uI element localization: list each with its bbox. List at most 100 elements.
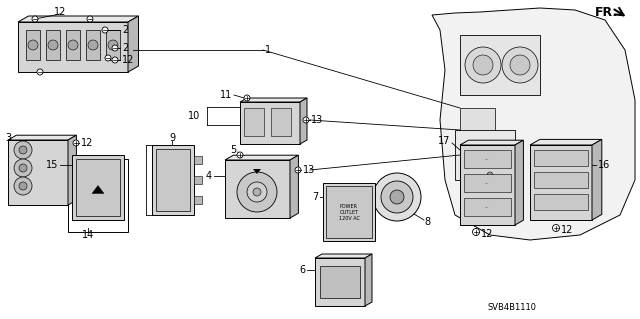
Bar bbox=[460, 108, 495, 130]
Text: ---: --- bbox=[485, 181, 490, 185]
Bar bbox=[320, 266, 360, 298]
Bar bbox=[534, 194, 588, 210]
Polygon shape bbox=[18, 16, 138, 22]
Circle shape bbox=[381, 181, 413, 213]
Polygon shape bbox=[240, 98, 307, 102]
Circle shape bbox=[105, 55, 111, 61]
Text: 6: 6 bbox=[299, 265, 305, 275]
Text: 11: 11 bbox=[220, 90, 232, 100]
Circle shape bbox=[373, 173, 421, 221]
Polygon shape bbox=[92, 186, 104, 194]
Text: 12: 12 bbox=[481, 229, 493, 239]
Circle shape bbox=[502, 47, 538, 83]
Text: 1: 1 bbox=[265, 45, 271, 55]
Bar bbox=[315, 258, 365, 306]
Bar bbox=[8, 140, 68, 205]
Polygon shape bbox=[530, 139, 602, 145]
Circle shape bbox=[88, 40, 98, 50]
Bar bbox=[460, 35, 540, 95]
Bar bbox=[68, 159, 128, 232]
Circle shape bbox=[73, 140, 79, 146]
Circle shape bbox=[295, 167, 301, 173]
Text: 17: 17 bbox=[438, 136, 450, 146]
Circle shape bbox=[19, 182, 27, 190]
Circle shape bbox=[37, 69, 43, 75]
Circle shape bbox=[14, 177, 32, 195]
Bar bbox=[323, 183, 375, 241]
Circle shape bbox=[28, 40, 38, 50]
Polygon shape bbox=[300, 98, 307, 144]
Polygon shape bbox=[290, 155, 298, 218]
Text: 16: 16 bbox=[598, 160, 611, 170]
Text: 13: 13 bbox=[303, 165, 316, 175]
Circle shape bbox=[390, 190, 404, 204]
Circle shape bbox=[253, 188, 261, 196]
Text: 15: 15 bbox=[45, 160, 58, 170]
Bar bbox=[194, 176, 202, 184]
Text: ---: --- bbox=[485, 157, 490, 161]
Bar bbox=[464, 174, 511, 192]
Text: FR.: FR. bbox=[595, 5, 618, 19]
Polygon shape bbox=[365, 254, 372, 306]
Circle shape bbox=[87, 16, 93, 22]
Polygon shape bbox=[315, 254, 372, 258]
Bar bbox=[18, 22, 128, 72]
Bar bbox=[534, 150, 588, 166]
Bar bbox=[225, 160, 290, 218]
Bar bbox=[455, 130, 515, 180]
Polygon shape bbox=[8, 135, 76, 140]
Text: 3: 3 bbox=[5, 133, 11, 143]
Text: 7: 7 bbox=[312, 192, 318, 202]
PathPatch shape bbox=[432, 8, 635, 240]
Bar bbox=[46, 30, 60, 60]
Bar bbox=[464, 150, 511, 168]
Polygon shape bbox=[592, 139, 602, 220]
Text: 12: 12 bbox=[54, 7, 66, 17]
Bar bbox=[156, 149, 190, 211]
Polygon shape bbox=[225, 155, 298, 160]
Polygon shape bbox=[128, 16, 138, 72]
Text: 120V AC: 120V AC bbox=[339, 216, 360, 220]
Bar bbox=[66, 30, 80, 60]
Text: 12: 12 bbox=[81, 138, 93, 148]
Bar bbox=[464, 198, 511, 216]
Polygon shape bbox=[68, 135, 76, 205]
Circle shape bbox=[303, 117, 309, 123]
Text: ---: --- bbox=[485, 205, 490, 209]
Bar bbox=[106, 30, 120, 60]
Text: SVB4B1110: SVB4B1110 bbox=[488, 303, 537, 313]
Circle shape bbox=[552, 225, 559, 232]
Text: 13: 13 bbox=[311, 115, 323, 125]
Text: 10: 10 bbox=[188, 111, 200, 121]
Polygon shape bbox=[515, 140, 524, 225]
Circle shape bbox=[472, 228, 479, 235]
Circle shape bbox=[14, 159, 32, 177]
Text: 2: 2 bbox=[122, 43, 128, 53]
Circle shape bbox=[19, 164, 27, 172]
Circle shape bbox=[14, 141, 32, 159]
Circle shape bbox=[108, 40, 118, 50]
Circle shape bbox=[247, 182, 267, 202]
Bar bbox=[460, 145, 515, 225]
Circle shape bbox=[244, 95, 250, 101]
Bar bbox=[152, 145, 194, 215]
Bar bbox=[326, 186, 372, 238]
Text: 5: 5 bbox=[230, 145, 236, 155]
Circle shape bbox=[477, 182, 483, 188]
Circle shape bbox=[32, 16, 38, 22]
Circle shape bbox=[237, 172, 277, 212]
Circle shape bbox=[102, 27, 108, 33]
Circle shape bbox=[237, 152, 243, 158]
Text: 9: 9 bbox=[169, 133, 175, 143]
Circle shape bbox=[510, 55, 530, 75]
Text: 14: 14 bbox=[82, 230, 94, 240]
Bar bbox=[194, 156, 202, 164]
Polygon shape bbox=[460, 140, 524, 145]
Bar bbox=[72, 155, 124, 220]
Bar bbox=[76, 159, 120, 216]
Circle shape bbox=[68, 40, 78, 50]
Bar bbox=[86, 30, 100, 60]
Bar bbox=[194, 196, 202, 204]
Bar bbox=[26, 30, 40, 60]
Bar bbox=[271, 108, 291, 136]
